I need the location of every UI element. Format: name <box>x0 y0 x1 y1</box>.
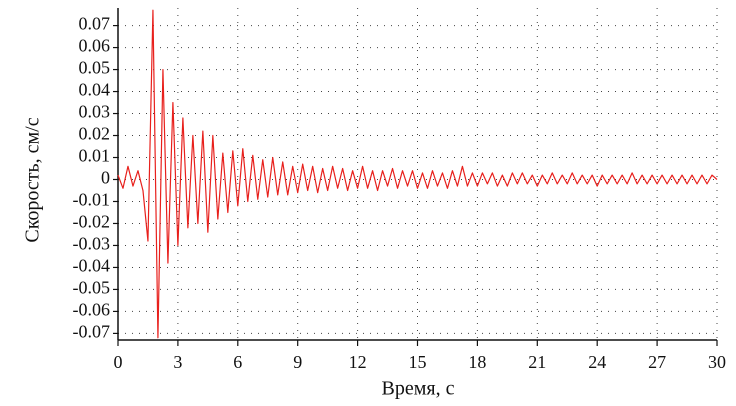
y-tick-label: 0.02 <box>79 124 111 144</box>
y-tick-label: 0.01 <box>79 146 111 166</box>
y-tick-label: 0.07 <box>79 14 111 34</box>
y-tick-label: -0.03 <box>73 234 111 254</box>
x-tick-label: 3 <box>173 352 182 372</box>
x-tick-label: 21 <box>528 352 546 372</box>
y-tick-label: -0.01 <box>73 190 111 210</box>
y-tick-label: -0.02 <box>73 212 111 232</box>
y-tick-label: 0.04 <box>79 80 111 100</box>
y-tick-label: -0.06 <box>73 300 111 320</box>
y-tick-label: 0.03 <box>79 102 111 122</box>
x-tick-label: 15 <box>409 352 427 372</box>
y-tick-label: -0.07 <box>73 322 111 342</box>
x-axis-label: Время, с <box>382 378 455 400</box>
y-tick-label: 0 <box>101 168 110 188</box>
x-tick-label: 0 <box>114 352 123 372</box>
y-tick-label: 0.06 <box>79 36 111 56</box>
x-tick-label: 6 <box>233 352 242 372</box>
y-axis-label: Скорость, см/с <box>22 117 44 242</box>
y-tick-label: -0.04 <box>73 256 111 276</box>
x-tick-label: 18 <box>468 352 486 372</box>
x-tick-label: 30 <box>708 352 726 372</box>
x-tick-label: 24 <box>588 352 606 372</box>
x-tick-label: 27 <box>648 352 666 372</box>
y-tick-label: 0.05 <box>79 58 111 78</box>
y-tick-label: -0.05 <box>73 278 111 298</box>
x-tick-label: 12 <box>349 352 367 372</box>
x-tick-label: 9 <box>293 352 302 372</box>
signal-line <box>117 9 718 339</box>
